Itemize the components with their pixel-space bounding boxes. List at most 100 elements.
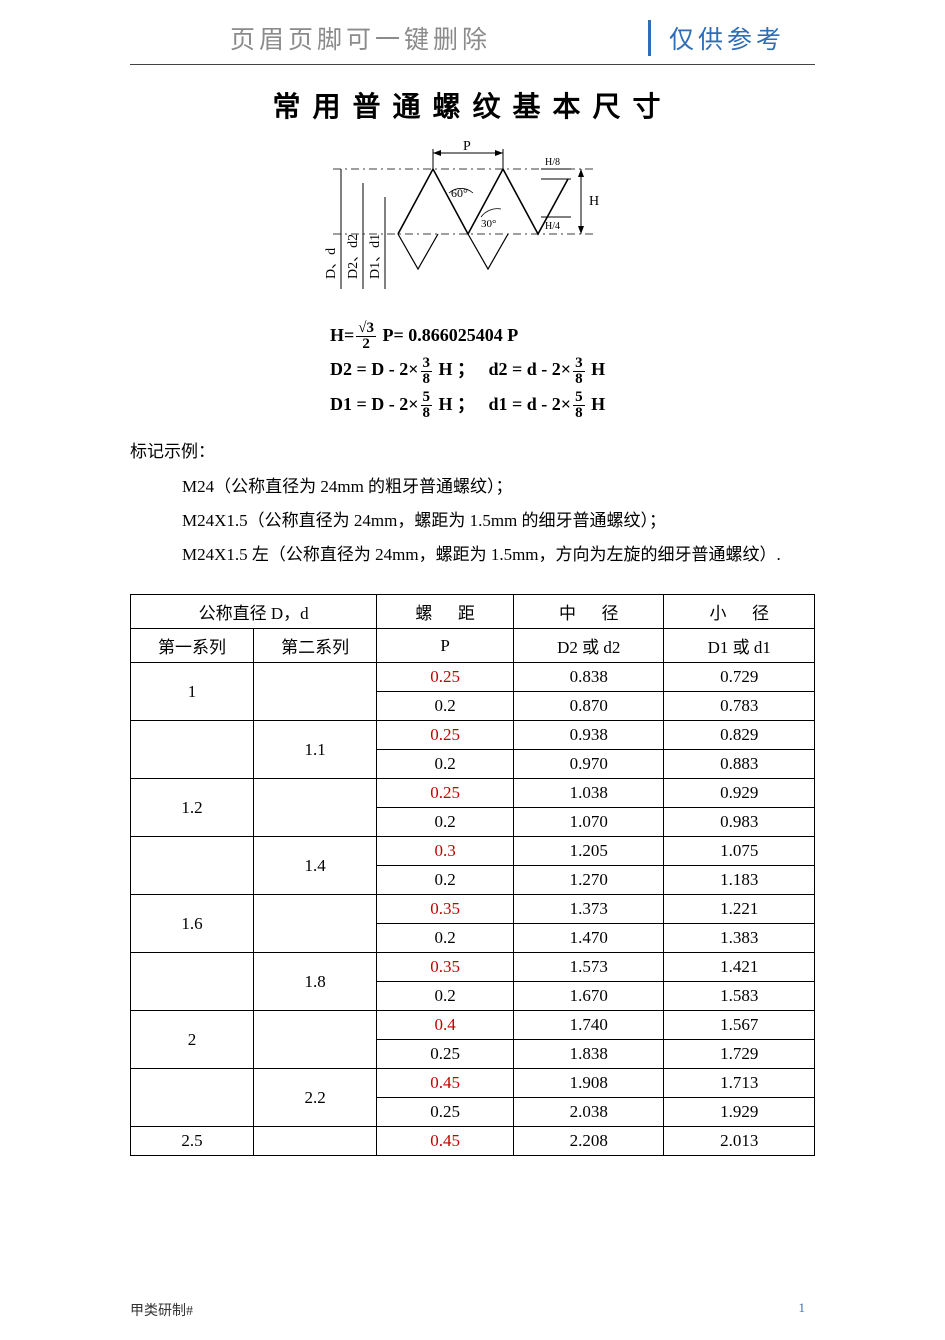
cell-pitch: 0.3 — [377, 837, 514, 866]
cell-pitch: 0.2 — [377, 692, 514, 721]
cell-series2: 1.8 — [254, 953, 377, 1011]
table-row: 1.20.251.0380.929 — [131, 779, 815, 808]
header-left-text: 页眉页脚可一键删除 — [230, 20, 608, 56]
cell-pitch: 0.45 — [377, 1069, 514, 1098]
cell-D1: 1.567 — [664, 1011, 815, 1040]
cell-series1: 1.2 — [131, 779, 254, 837]
th-series2: 第二系列 — [254, 629, 377, 663]
cell-D1: 1.383 — [664, 924, 815, 953]
axis-D2-label: D2、d2 — [346, 234, 361, 279]
cell-series2 — [254, 663, 377, 721]
f-D2-tail: H ； — [434, 359, 475, 379]
f-d1-den: 8 — [573, 406, 585, 421]
cell-pitch: 0.25 — [377, 779, 514, 808]
f-H-lead: H= — [330, 325, 354, 345]
examples-heading: 标记示例： — [130, 437, 815, 462]
f-d2-den: 8 — [573, 372, 585, 387]
table-row: 2.5 0.452.2082.013 — [131, 1127, 815, 1156]
diagram-H-label: H — [589, 194, 599, 209]
cell-series1: 1 — [131, 663, 254, 721]
f-H-tail: P= 0.866025404 P — [378, 325, 518, 345]
f-D1-num: 5 — [421, 390, 433, 406]
th-nominal: 公称直径 D，d — [131, 595, 377, 629]
examples-list: M24（公称直径为 24mm 的粗牙普通螺纹）； M24X1.5（公称直径为 2… — [182, 470, 815, 572]
cell-D2: 0.838 — [514, 663, 664, 692]
f-d1-num: 5 — [573, 390, 585, 406]
cell-D1: 1.183 — [664, 866, 815, 895]
cell-series1 — [131, 721, 254, 779]
cell-pitch: 0.25 — [377, 1098, 514, 1127]
cell-D1: 1.713 — [664, 1069, 815, 1098]
f-D2-lead: D2 = D - 2× — [330, 359, 419, 379]
cell-pitch: 0.2 — [377, 924, 514, 953]
cell-D1: 0.829 — [664, 721, 815, 750]
cell-pitch: 0.25 — [377, 721, 514, 750]
page-number: 1 — [799, 1300, 806, 1316]
formula-D1: D1 = D - 2×58 H ； d1 = d - 2×58 H — [330, 387, 815, 421]
f-D1-tail: H ； — [434, 394, 475, 414]
table-row: 10.250.8380.729 — [131, 663, 815, 692]
cell-D1: 1.929 — [664, 1098, 815, 1127]
f-d2-tail: H — [587, 359, 606, 379]
header-right-text: 仅供参考 — [648, 20, 785, 56]
f-d2-lead: d2 = d - 2× — [489, 359, 572, 379]
cell-D2: 1.670 — [514, 982, 664, 1011]
cell-D1: 0.883 — [664, 750, 815, 779]
cell-D1: 2.013 — [664, 1127, 815, 1156]
cell-series2 — [254, 1127, 377, 1156]
cell-D2: 1.205 — [514, 837, 664, 866]
formula-block: H=√32 P= 0.866025404 P D2 = D - 2×38 H ；… — [330, 318, 815, 421]
cell-series2 — [254, 1011, 377, 1069]
cell-pitch: 0.25 — [377, 663, 514, 692]
cell-D1: 0.929 — [664, 779, 815, 808]
cell-D1: 1.729 — [664, 1040, 815, 1069]
f-H-num: √3 — [356, 321, 376, 337]
cell-pitch: 0.45 — [377, 1127, 514, 1156]
th-minor: 小 径 — [664, 595, 815, 629]
example-line: M24X1.5（公称直径为 24mm，螺距为 1.5mm 的细牙普通螺纹）； — [182, 504, 815, 538]
cell-pitch: 0.35 — [377, 953, 514, 982]
cell-pitch: 0.35 — [377, 895, 514, 924]
cell-series1 — [131, 1069, 254, 1127]
cell-series2: 2.2 — [254, 1069, 377, 1127]
table-row: 1.10.250.9380.829 — [131, 721, 815, 750]
thread-diagram: D、d D2、d2 D1、d1 P H — [130, 139, 815, 314]
cell-D2: 1.740 — [514, 1011, 664, 1040]
cell-series2: 1.1 — [254, 721, 377, 779]
cell-series1: 1.6 — [131, 895, 254, 953]
diagram-P-label: P — [463, 139, 471, 154]
th-D1: D1 或 d1 — [664, 629, 815, 663]
page-header: 页眉页脚可一键删除 仅供参考 — [130, 20, 815, 56]
diagram-H4-label: H/4 — [545, 221, 560, 232]
cell-series1 — [131, 953, 254, 1011]
th-mid: 中 径 — [514, 595, 664, 629]
cell-pitch: 0.2 — [377, 808, 514, 837]
cell-pitch: 0.2 — [377, 750, 514, 779]
cell-D1: 1.421 — [664, 953, 815, 982]
cell-D1: 1.583 — [664, 982, 815, 1011]
table-row: 1.80.351.5731.421 — [131, 953, 815, 982]
cell-D2: 2.208 — [514, 1127, 664, 1156]
formula-D2: D2 = D - 2×38 H ； d2 = d - 2×38 H — [330, 352, 815, 386]
table-row: 1.40.31.2051.075 — [131, 837, 815, 866]
th-D2: D2 或 d2 — [514, 629, 664, 663]
cell-pitch: 0.25 — [377, 1040, 514, 1069]
cell-D1: 1.075 — [664, 837, 815, 866]
cell-D2: 0.970 — [514, 750, 664, 779]
cell-series2 — [254, 895, 377, 953]
th-pitch: 螺 距 — [377, 595, 514, 629]
f-D1-den: 8 — [421, 406, 433, 421]
th-P: P — [377, 629, 514, 663]
cell-D2: 0.870 — [514, 692, 664, 721]
cell-D2: 1.038 — [514, 779, 664, 808]
cell-D2: 0.938 — [514, 721, 664, 750]
cell-pitch: 0.4 — [377, 1011, 514, 1040]
cell-D2: 1.373 — [514, 895, 664, 924]
thread-table: 公称直径 D，d 螺 距 中 径 小 径 第一系列 第二系列 P D2 或 d2… — [130, 594, 815, 1156]
th-series1: 第一系列 — [131, 629, 254, 663]
example-line: M24X1.5 左（公称直径为 24mm，螺距为 1.5mm，方向为左旋的细牙普… — [182, 538, 815, 572]
cell-series1 — [131, 837, 254, 895]
f-D2-num: 3 — [421, 356, 433, 372]
page-title: 常用普通螺纹基本尺寸 — [130, 85, 815, 125]
cell-series1: 2.5 — [131, 1127, 254, 1156]
